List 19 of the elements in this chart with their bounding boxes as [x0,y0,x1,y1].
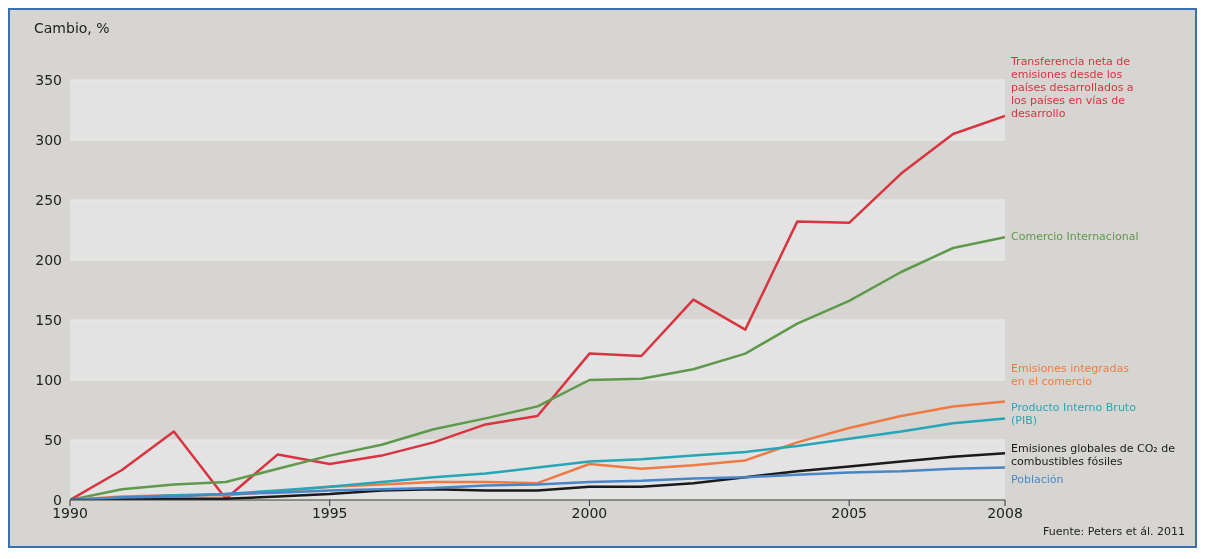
series-label: Comercio Internacional [1011,230,1139,244]
series-label: Emisiones globales de CO₂ de combustibles fósiles [1011,441,1176,468]
y-tick-label: 100 [35,371,62,388]
y-tick-label: 300 [35,131,62,148]
y-tick-label: 200 [35,251,62,268]
series-label: Producto Interno Bruto (PIB) [1011,400,1137,427]
series-label: Transferencia neta de emisiones desde los países desarrollados a los países en vías de desarrollo [1010,55,1134,120]
x-tick-label: 2005 [831,504,867,521]
x-tick-label: 1995 [311,504,348,521]
source-note: Fuente: Peters et ál. 2011 [1043,525,1185,538]
y-axis-title: Cambio, % [34,20,110,36]
y-tick-label: 350 [35,71,62,88]
x-tick-label: 2000 [571,504,608,521]
y-tick-label: 250 [35,191,62,208]
y-tick-label: 150 [35,311,62,328]
series-label: Emisiones integradas en el comercio [1011,362,1130,389]
series-label: Población [1011,472,1064,486]
x-tick-label: 2008 [987,504,1023,521]
y-tick-label: 50 [44,431,62,448]
